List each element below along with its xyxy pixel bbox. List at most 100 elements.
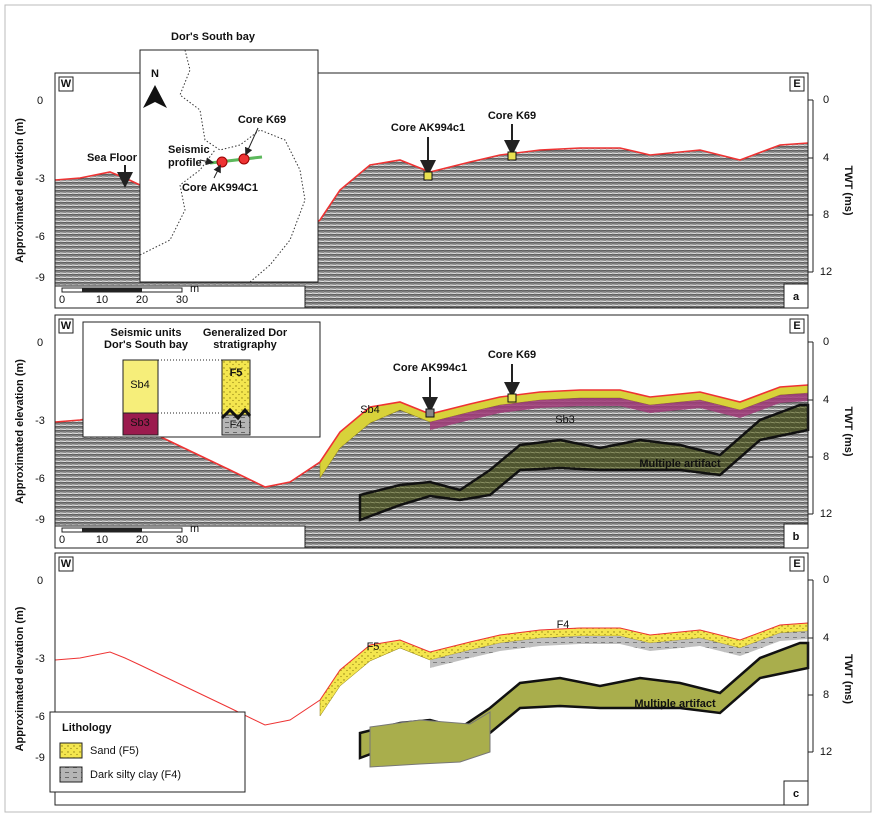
legend-title: Lithology — [62, 722, 112, 734]
unconformity — [220, 407, 252, 421]
scale-bar-fill — [82, 288, 102, 292]
annotation: Sea Floor — [87, 152, 138, 164]
y-axis-label: Approximated elevation (m) — [14, 606, 26, 751]
inset-label: Core AK994C1 — [182, 182, 258, 194]
y-tick-label: 0 — [37, 575, 43, 587]
core-site — [238, 153, 250, 165]
scale-bar-fill — [82, 528, 102, 532]
north-arrow — [143, 85, 167, 108]
side-west: W — [61, 78, 72, 90]
y-tick-label: -3 — [35, 173, 45, 185]
y2-tick-label: 8 — [823, 451, 829, 463]
panel-letter: a — [793, 291, 800, 303]
annotation: Core AK994c1 — [391, 122, 465, 134]
core-marker — [423, 171, 433, 181]
panel-frame — [54, 72, 809, 309]
side-box — [789, 556, 805, 572]
seismic-section — [55, 385, 808, 548]
sb3-layer — [430, 393, 808, 430]
inset-label: Seismic — [168, 144, 210, 156]
side-west: W — [61, 320, 72, 332]
legend-label: Sand (F5) — [90, 745, 139, 757]
y2-tick-label: 4 — [823, 152, 829, 164]
y2-axis-label: TWT (ms) — [842, 165, 854, 215]
sea-floor — [54, 142, 809, 246]
y-tick-label: -6 — [35, 711, 45, 723]
y2-tick-label: 4 — [823, 632, 829, 644]
inset-map — [139, 49, 319, 283]
scale-label: 30 — [176, 534, 188, 546]
scale-label: 20 — [136, 294, 148, 306]
side-east: E — [793, 320, 800, 332]
y2-axis-label: TWT (ms) — [842, 406, 854, 456]
side-box — [789, 76, 805, 92]
figure-border — [4, 4, 872, 813]
annotation: F5 — [367, 641, 380, 653]
y-tick-label: 0 — [37, 337, 43, 349]
annotation: Sb3 — [555, 414, 575, 426]
y2-tick-label: 0 — [823, 574, 829, 586]
y2-axis-label: TWT (ms) — [842, 654, 854, 704]
side-east: E — [793, 78, 800, 90]
y-tick-label: -6 — [35, 473, 45, 485]
north-label: N — [151, 68, 159, 80]
strat-header: stratigraphy — [213, 339, 277, 351]
side-box — [58, 556, 74, 572]
legend-label: Dark silty clay (F4) — [90, 769, 181, 781]
scale-unit: m — [190, 523, 199, 535]
panel-frame — [54, 552, 809, 806]
annotation: Core K69 — [488, 349, 536, 361]
multiple-artifact-shallow — [369, 711, 491, 768]
strat-label: F5 — [230, 367, 243, 379]
scale-bar-fill — [102, 528, 142, 532]
annotation: Sb4 — [360, 404, 380, 416]
y-axis-label: Approximated elevation (m) — [14, 118, 26, 263]
scale-label: 20 — [136, 534, 148, 546]
strat-header: Generalized Dor — [203, 327, 288, 339]
y-tick-label: -6 — [35, 231, 45, 243]
strat-header: Dor's South bay — [104, 339, 189, 351]
y2-tick-label: 12 — [820, 508, 832, 520]
coastline — [179, 49, 306, 283]
inset-arrow — [213, 164, 221, 179]
strat-header: Seismic units — [111, 327, 182, 339]
y-tick-label: -9 — [35, 514, 45, 526]
y2-tick-label: 4 — [823, 394, 829, 406]
panel-letter: b — [793, 531, 800, 543]
inset-label: profile — [168, 157, 202, 169]
sb4-unit — [122, 359, 159, 414]
sb3-unit — [122, 412, 159, 436]
side-box — [789, 318, 805, 334]
core-marker — [425, 408, 435, 418]
y2-tick-label: 12 — [820, 746, 832, 758]
scale-unit: m — [190, 283, 199, 295]
y-axis-label: Approximated elevation (m) — [14, 359, 26, 504]
clay-layer — [430, 631, 808, 668]
y2-tick-label: 0 — [823, 336, 829, 348]
panel-letter: c — [793, 788, 799, 800]
side-east: E — [793, 558, 800, 570]
y-tick-label: -3 — [35, 653, 45, 665]
scale-bar-fill — [102, 288, 142, 292]
legend-swatch — [59, 742, 83, 759]
y-tick-label: -3 — [35, 415, 45, 427]
core-site — [216, 156, 228, 168]
y2-tick-label: 12 — [820, 266, 832, 278]
annotation: Core AK994c1 — [393, 362, 467, 374]
core-marker — [507, 151, 517, 161]
y-tick-label: -9 — [35, 272, 45, 284]
strat-label: F4 — [230, 419, 243, 431]
side-west: W — [61, 558, 72, 570]
y2-tick-label: 8 — [823, 209, 829, 221]
inset-title: Dor's South bay — [171, 31, 256, 43]
annotation: Core K69 — [488, 110, 536, 122]
panel-frame — [54, 314, 809, 549]
f5-unit — [221, 359, 251, 416]
panel-letter-box — [783, 780, 809, 806]
y-tick-label: -9 — [35, 752, 45, 764]
scale-label: 10 — [96, 294, 108, 306]
inset-arrow — [245, 127, 259, 156]
scale-label: 10 — [96, 534, 108, 546]
